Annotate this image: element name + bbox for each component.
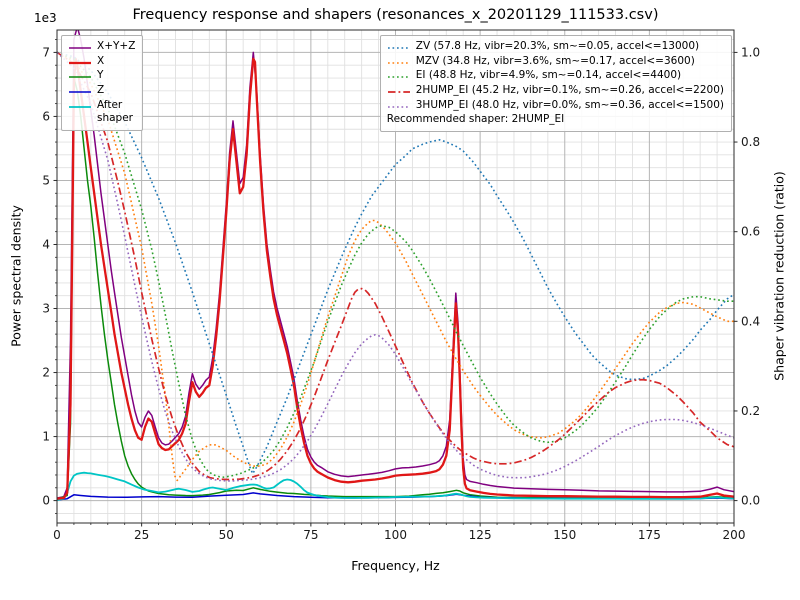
legend-entry-label: ZV (57.8 Hz, vibr=20.3%, sm~=0.05, accel…: [415, 40, 700, 52]
recommended-shaper-note: Recommended shaper: 2HUMP_EI: [387, 113, 724, 127]
y-right-tick-label: 0.6: [741, 225, 760, 239]
psd-line-after-shaper: [57, 471, 734, 501]
shaper-line-ei: [57, 51, 734, 479]
y-right-tick-label: 0.4: [741, 314, 760, 328]
x-tick-label: 125: [469, 528, 492, 542]
legend-entry-label: After shaper: [97, 98, 134, 125]
legend-line-sample: [387, 105, 410, 108]
shaper-line-2hump_ei: [57, 51, 734, 481]
x-tick-label: 0: [53, 528, 61, 542]
y-right-tick-label: 1.0: [741, 45, 760, 59]
legend-entry: 3HUMP_EI (48.0 Hz, vibr=0.0%, sm~=0.36, …: [387, 99, 724, 113]
psd-line-x: [57, 57, 734, 500]
legend-line-sample: [387, 76, 410, 79]
legend-entry: 2HUMP_EI (45.2 Hz, vibr=0.1%, sm~=0.26, …: [387, 84, 724, 98]
y-axis-label-right: Shaper vibration reduction (ratio): [771, 171, 787, 381]
x-tick-label: 25: [134, 528, 149, 542]
x-tick-label: 75: [303, 528, 318, 542]
y-left-tick-label: 1: [42, 430, 50, 444]
psd-line-x-y-z: [57, 30, 734, 499]
legend-line-sample: [69, 105, 91, 108]
legend-entry-label: 2HUMP_EI (45.2 Hz, vibr=0.1%, sm~=0.26, …: [415, 83, 724, 96]
legend-line-sample: [69, 91, 91, 93]
legend-entry-label: EI (48.8 Hz, vibr=4.9%, sm~=0.14, accel<…: [415, 69, 682, 82]
legend-line-sample: [69, 61, 91, 64]
legend-line-sample: [387, 61, 410, 64]
x-axis-label: Frequency, Hz: [351, 558, 440, 573]
y-left-tick-label: 5: [42, 173, 50, 187]
legend-line-sample: [387, 91, 410, 93]
legend-psd: X+Y+Z X Y Z After shaper: [61, 35, 144, 131]
shaper-line-zv: [57, 51, 734, 475]
recommended-shaper-text: Recommended shaper: 2HUMP_EI: [386, 113, 565, 126]
y-left-tick-label: 6: [42, 109, 50, 123]
legend-entry-label: Y: [97, 69, 104, 82]
legend-entry: X: [68, 55, 135, 69]
legend-entry-label: Z: [97, 83, 105, 96]
y-right-tick-label: 0.2: [741, 404, 760, 418]
y-right-tick-label: 0.8: [741, 135, 760, 149]
y-axis-offset-text: 1e3: [34, 11, 57, 25]
x-tick-label: 100: [384, 528, 407, 542]
x-tick-label: 200: [723, 528, 746, 542]
shaper-line-3hump_ei: [57, 51, 734, 482]
y-left-tick-label: 4: [42, 237, 50, 251]
tick-labels: 0 25 50 75 100 125 150 175 200 0 1 2 3 4 5 6 7 0.0 0.2 0.4 0…: [42, 39, 760, 542]
psd-line-y: [57, 77, 734, 501]
legend-entry-label: X+Y+Z: [97, 40, 136, 52]
legend-entry: ZV (57.8 Hz, vibr=20.3%, sm~=0.05, accel…: [387, 40, 724, 54]
y-axis-label-left: Power spectral density: [8, 205, 24, 347]
y-left-tick-label: 2: [42, 366, 50, 380]
minor-grid: [57, 30, 734, 523]
y-right-tick-label: 0.0: [741, 494, 760, 508]
series-lines: [57, 30, 734, 501]
legend-line-sample: [387, 47, 410, 49]
legend-entry: Z: [68, 84, 135, 98]
shaper-line-mzv: [57, 51, 734, 482]
chart-title: Frequency response and shapers (resonanc…: [132, 7, 659, 23]
legend-entry-label: MZV (34.8 Hz, vibr=3.6%, sm~=0.17, accel…: [415, 54, 695, 67]
x-tick-label: 175: [638, 528, 661, 542]
legend-entry-label: 3HUMP_EI (48.0 Hz, vibr=0.0%, sm~=0.36, …: [415, 98, 724, 111]
legend-entry: EI (48.8 Hz, vibr=4.9%, sm~=0.14, accel<…: [387, 69, 724, 83]
legend-entry: MZV (34.8 Hz, vibr=3.6%, sm~=0.17, accel…: [387, 55, 724, 69]
legend-entry: X+Y+Z: [68, 40, 135, 54]
y-left-tick-label: 3: [42, 302, 50, 316]
legend-entry-label: X: [97, 54, 105, 67]
x-tick-label: 50: [219, 528, 234, 542]
y-left-tick-label: 0: [42, 494, 50, 508]
legend-entry: After shaper: [68, 99, 135, 126]
x-tick-label: 150: [553, 528, 576, 542]
legend-entry: Y: [68, 69, 135, 83]
legend-line-sample: [69, 76, 91, 79]
y-left-tick-label: 7: [42, 45, 50, 59]
legend-shapers: ZV (57.8 Hz, vibr=20.3%, sm~=0.05, accel…: [379, 35, 732, 132]
legend-line-sample: [69, 47, 91, 49]
